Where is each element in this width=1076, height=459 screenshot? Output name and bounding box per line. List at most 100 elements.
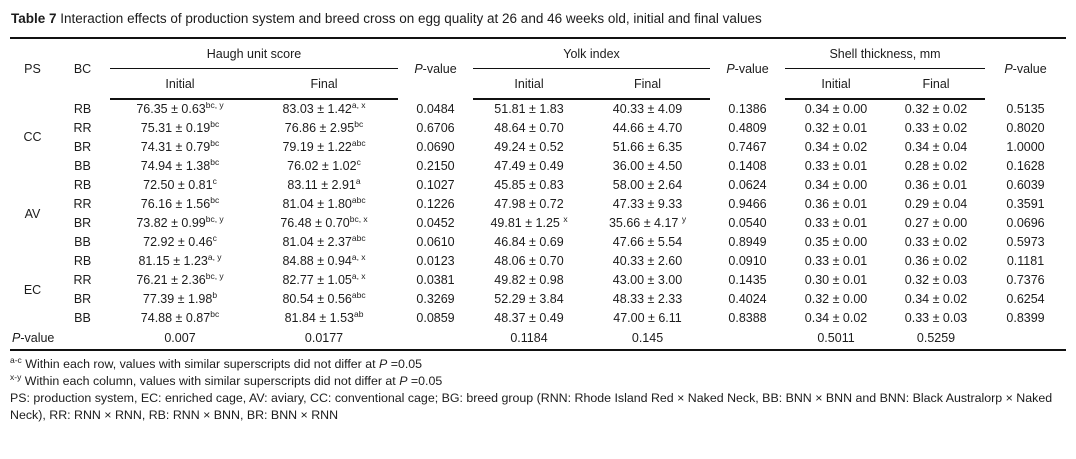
pvalue-footer-cell xyxy=(985,328,1066,350)
col-header-shell-initial: Initial xyxy=(785,68,888,100)
pvalue-footer-row: P-value 0.007 0.0177 0.1184 0.145 0.5011 0.525… xyxy=(10,328,1066,350)
value-cell: 0.36 ± 0.02 xyxy=(904,254,968,268)
value-cell: 51.81 ± 1.83 xyxy=(494,102,564,116)
superscript: a, y xyxy=(207,251,222,262)
value-cell: 0.8949 xyxy=(728,235,767,249)
value-cell: 0.5135 xyxy=(1006,101,1045,116)
table-row: RR 76.16 ± 1.56bc 81.04 ± 1.80abc 0.1226 47.… xyxy=(10,195,1066,214)
footnote-abbreviations: PS: production system, EC: enriched cage… xyxy=(10,390,1066,424)
value-cell: 76.21 ± 2.36bc, y xyxy=(136,270,224,287)
col-group-haugh-unit-score: Haugh unit score xyxy=(110,38,399,69)
table-number: Table 7 xyxy=(11,11,57,26)
bc-label: RB xyxy=(73,178,92,192)
value-cell: 47.49 ± 0.49 xyxy=(494,159,564,173)
col-header-bc: BC xyxy=(73,62,92,76)
pvalue-footer-cell xyxy=(710,328,785,350)
table-row: CC RB 76.35 ± 0.63bc, y 83.03 ± 1.42a, x 0.0… xyxy=(10,99,1066,144)
value-cell: 0.34 ± 0.02 xyxy=(904,292,968,306)
footnote-text: Within each column, values with similar … xyxy=(21,374,400,388)
value-cell: 72.50 ± 0.81c xyxy=(143,175,217,192)
footnote-p-italic: P xyxy=(379,357,388,371)
value-cell: 0.1181 xyxy=(1006,254,1045,268)
bc-label: RR xyxy=(73,121,92,135)
footnote-tail: =0.05 xyxy=(407,374,443,388)
bc-label: BR xyxy=(73,140,92,154)
value-cell: 0.34 ± 0.00 xyxy=(804,102,868,116)
bc-label: RR xyxy=(73,273,92,287)
superscript: abc xyxy=(351,232,366,243)
superscript: a, x xyxy=(351,251,366,262)
value-cell: 82.77 ± 1.05a, x xyxy=(282,270,366,287)
value-cell: 0.1386 xyxy=(728,101,767,116)
col-header-pvalue-shell: P-value xyxy=(985,38,1066,99)
footnote-text: PS: production system, EC: enriched cage… xyxy=(10,391,1053,422)
value-cell: 0.33 ± 0.02 xyxy=(904,235,968,249)
egg-quality-table: PS BC Haugh unit score P-value Yolk inde… xyxy=(10,37,1067,351)
table-caption-text: Interaction effects of production system… xyxy=(56,11,762,26)
value-cell: 76.35 ± 0.63bc, y xyxy=(136,99,224,116)
table-row: RR 75.31 ± 0.19bc 76.86 ± 2.95bc 0.6706 48.6… xyxy=(10,119,1066,138)
superscript: abc xyxy=(351,194,366,205)
value-cell: 40.33 ± 4.09 xyxy=(612,102,683,116)
value-cell: 48.37 ± 0.49 xyxy=(494,311,564,325)
value-cell: 35.66 ± 4.17 y xyxy=(608,213,687,230)
bc-label: BB xyxy=(74,235,91,249)
value-cell: 0.1408 xyxy=(728,159,767,173)
value-cell: 77.39 ± 1.98b xyxy=(142,289,218,306)
table-row: BB 74.94 ± 1.38bc 76.02 ± 1.02c 0.2150 47.49… xyxy=(10,157,1066,176)
value-cell: 0.0859 xyxy=(416,311,455,325)
value-cell: 0.33 ± 0.03 xyxy=(904,311,968,325)
pvalue-footer-cell: 0.5259 xyxy=(916,331,956,345)
value-cell: 58.00 ± 2.64 xyxy=(612,178,683,192)
value-cell: 83.03 ± 1.42a, x xyxy=(282,99,366,116)
pvalue-rest: -value xyxy=(1012,62,1047,76)
table-row: EC RB 81.15 ± 1.23a, y 84.88 ± 0.94a, x 0.01… xyxy=(10,251,1066,297)
value-cell: 0.34 ± 0.02 xyxy=(804,311,868,325)
value-cell: 0.32 ± 0.00 xyxy=(804,292,868,306)
footnote-row-superscripts: a-c Within each row, values with similar… xyxy=(10,356,1066,373)
table-row: BB 74.88 ± 0.87bc 81.84 ± 1.53ab 0.0859 48.3… xyxy=(10,309,1066,328)
value-cell: 0.0624 xyxy=(728,178,767,192)
value-cell: 0.33 ± 0.02 xyxy=(904,121,968,135)
value-cell: 0.5973 xyxy=(1006,235,1045,249)
value-cell: 74.31 ± 0.79bc xyxy=(140,137,220,154)
footnote-superscript: a-c xyxy=(10,354,22,365)
value-cell: 48.64 ± 0.70 xyxy=(494,121,564,135)
value-cell: 79.19 ± 1.22abc xyxy=(282,137,366,154)
value-cell: 0.0123 xyxy=(416,254,455,268)
superscript: bc xyxy=(210,118,220,129)
footnotes: a-c Within each row, values with similar… xyxy=(10,356,1066,424)
value-cell: 84.88 ± 0.94a, x xyxy=(282,251,366,268)
value-cell: 0.9466 xyxy=(728,197,767,211)
value-cell: 76.48 ± 0.70bc, x xyxy=(280,213,368,230)
value-cell: 0.4024 xyxy=(728,292,767,306)
superscript: abc xyxy=(351,137,366,148)
bc-label: BR xyxy=(73,216,92,230)
value-cell: 0.30 ± 0.01 xyxy=(804,273,868,287)
value-cell: 0.34 ± 0.02 xyxy=(804,140,868,154)
superscript: c xyxy=(356,156,361,167)
col-header-pvalue-haugh: P-value xyxy=(398,38,473,99)
superscript: a xyxy=(355,175,361,186)
value-cell: 0.2150 xyxy=(416,159,455,173)
value-cell: 0.6706 xyxy=(416,121,455,135)
value-cell: 47.33 ± 9.33 xyxy=(612,197,683,211)
col-group-yolk-index: Yolk index xyxy=(473,38,711,69)
footnote-p-italic: P xyxy=(399,374,408,388)
value-cell: 76.16 ± 1.56bc xyxy=(140,194,220,211)
table-caption: Table 7 Interaction effects of productio… xyxy=(11,10,1066,28)
table-row: BB 72.92 ± 0.46c 81.04 ± 2.37abc 0.0610 46.8… xyxy=(10,233,1066,252)
value-cell: 0.34 ± 0.00 xyxy=(804,178,868,192)
value-cell: 76.86 ± 2.95bc xyxy=(284,118,364,135)
value-cell: 0.3591 xyxy=(1006,197,1045,211)
value-cell: 0.1628 xyxy=(1006,159,1045,173)
ps-group-label: CC xyxy=(23,130,42,144)
pvalue-footer-cell: 0.145 xyxy=(631,331,664,345)
superscript: y xyxy=(681,213,687,224)
footnote-tail: =0.05 xyxy=(387,357,423,371)
superscript: c xyxy=(212,175,217,186)
value-cell: 36.00 ± 4.50 xyxy=(612,159,683,173)
pvalue-italic: P xyxy=(12,331,21,345)
pvalue-rest: -value xyxy=(422,62,457,76)
superscript: c xyxy=(212,232,217,243)
